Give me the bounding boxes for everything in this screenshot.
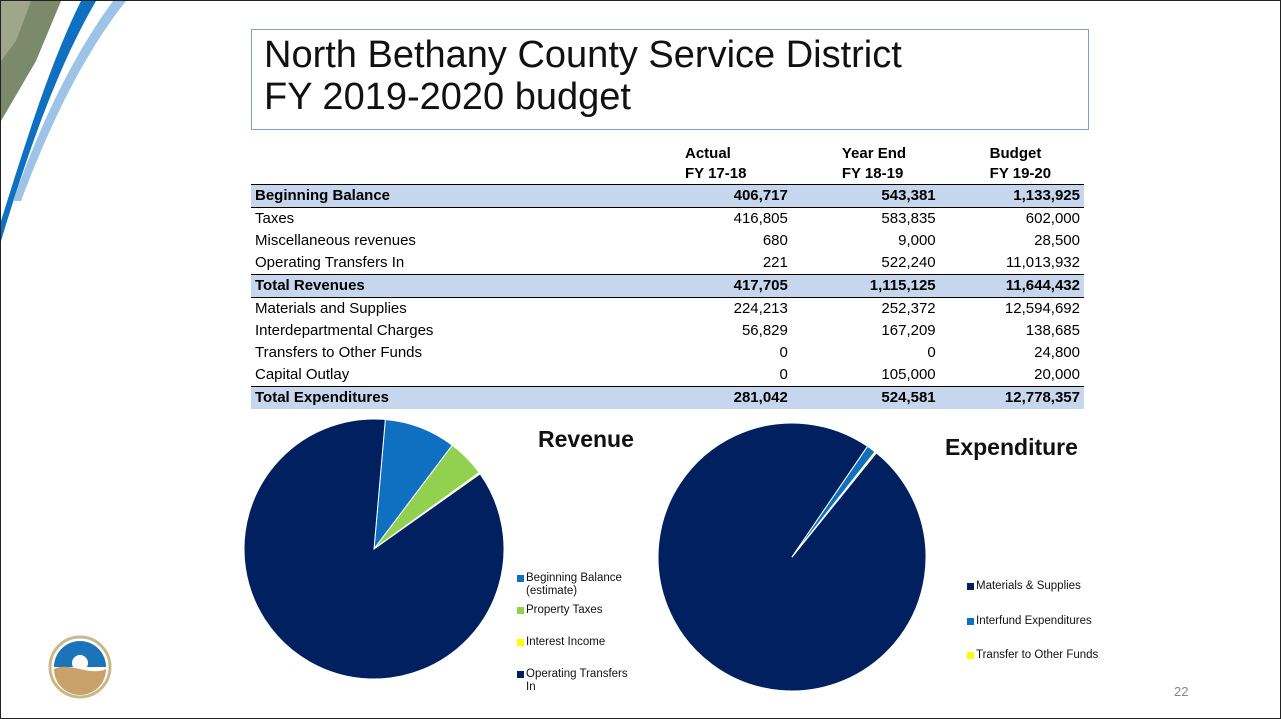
legend: Beginning Balance (estimate) Property Tax… (517, 572, 637, 694)
table-row: Total Expenditures 281,042 524,581 12,778,3… (251, 386, 1084, 409)
cell-value: 11,644,432 (939, 274, 1084, 298)
corner-decoration (1, 1, 126, 241)
cell-value: 0 (779, 344, 788, 361)
cell-value: 1,133,925 (939, 184, 1084, 208)
pie-title: Revenue (538, 426, 634, 452)
row-label: Beginning Balance (251, 184, 585, 208)
cell-value: 20,000 (1034, 366, 1080, 383)
budget-table: Actual Year End Budget FY 17-18 FY 18-19 FY 1… (251, 144, 1084, 409)
legend-label: Beginning Balance (estimate) (526, 572, 622, 597)
row-label: Total Revenues (251, 274, 585, 298)
page-number: 22 (1174, 684, 1189, 699)
slide-title: North Bethany County Service District FY… (251, 29, 1089, 130)
cell-value: 406,717 (585, 184, 792, 208)
column-header: FY 19-20 (989, 165, 1052, 182)
table-row: Materials and Supplies 224,213 252,372 12,5… (251, 297, 1084, 320)
table-row: Operating Transfers In 221 522,240 11,013,9… (251, 252, 1084, 275)
row-label: Interdepartmental Charges (255, 322, 434, 339)
cell-value: 12,778,357 (939, 386, 1084, 409)
row-label: Operating Transfers In (255, 254, 405, 271)
cell-value: 417,705 (585, 274, 792, 298)
legend-label: Transfer to Other Funds (976, 649, 1099, 661)
legend-swatch (517, 607, 524, 614)
legend-label: Interfund Expenditures (976, 615, 1092, 627)
column-header: Year End (841, 145, 907, 162)
legend-item: Interfund Expenditures (967, 615, 1117, 628)
cell-value: 11,013,932 (1006, 254, 1080, 271)
header-row: FY 17-18 FY 18-19 FY 19-20 (251, 164, 1084, 185)
cell-value: 105,000 (881, 366, 936, 383)
legend-item: Materials & Supplies (967, 580, 1117, 593)
legend-swatch (967, 652, 974, 659)
cell-value: 1,115,125 (791, 274, 940, 298)
county-logo (48, 635, 112, 699)
column-header: FY 18-19 (841, 165, 904, 182)
cell-value: 524,581 (791, 386, 940, 409)
legend-item: Beginning Balance (estimate) (517, 572, 637, 598)
pie-slice (791, 451, 878, 558)
row-label: Materials and Supplies (251, 297, 585, 320)
title-line: North Bethany County Service District (264, 34, 902, 76)
legend-swatch (517, 671, 524, 678)
column-header: Budget (989, 145, 1042, 162)
cell-value: 167,209 (881, 322, 936, 339)
row-label: Total Expenditures (251, 386, 585, 409)
cell-value: 9,000 (898, 232, 936, 249)
cell-value: 252,372 (791, 297, 940, 320)
legend: Materials & Supplies Interfund Expenditur… (967, 580, 1117, 662)
legend-item: Interest Income (517, 636, 637, 649)
table-row: Transfers to Other Funds 0 0 24,800 (251, 342, 1084, 364)
table-row: Miscellaneous revenues 680 9,000 28,500 (251, 230, 1084, 252)
cell-value: 522,240 (881, 254, 936, 271)
cell-value: 56,829 (741, 322, 788, 339)
cell-value: 221 (762, 254, 788, 271)
cell-value: 224,213 (585, 297, 792, 320)
title-line: FY 2019-2020 budget (264, 76, 631, 118)
table-row: Taxes 416,805 583,835 602,000 (251, 207, 1084, 230)
legend-swatch (967, 618, 974, 625)
pie-slice (243, 418, 505, 680)
row-label: Capital Outlay (255, 366, 350, 383)
header-row: Actual Year End Budget (251, 144, 1084, 164)
cell-value: 281,042 (585, 386, 792, 409)
row-label: Taxes (251, 207, 585, 230)
legend-item: Operating Transfers In (517, 668, 637, 694)
row-label: Transfers to Other Funds (255, 344, 423, 361)
legend-swatch (967, 583, 974, 590)
legend-item: Property Taxes (517, 604, 637, 617)
cell-value: 680 (762, 232, 788, 249)
legend-label: Operating Transfers In (526, 668, 628, 693)
legend-label: Property Taxes (526, 604, 603, 616)
legend-swatch (517, 639, 524, 646)
cell-value: 24,800 (1034, 344, 1080, 361)
cell-value: 28,500 (1034, 232, 1080, 249)
cell-value: 138,685 (1025, 322, 1080, 339)
table-row: Interdepartmental Charges 56,829 167,209 13… (251, 320, 1084, 342)
column-header: FY 17-18 (685, 165, 747, 182)
cell-value: 0 (927, 344, 936, 361)
pie-title: Expenditure (945, 434, 1078, 460)
table-row: Beginning Balance 406,717 543,381 1,133,925 (251, 184, 1084, 208)
legend-swatch (517, 575, 524, 582)
cell-value: 583,835 (791, 207, 940, 230)
column-header: Actual (685, 145, 731, 162)
cell-value: 602,000 (939, 207, 1084, 230)
cell-value: 416,805 (585, 207, 792, 230)
legend-label: Interest Income (526, 636, 606, 648)
legend-item: Transfer to Other Funds (967, 649, 1117, 662)
table-row: Total Revenues 417,705 1,115,125 11,644,432 (251, 274, 1084, 298)
cell-value: 12,594,692 (939, 297, 1084, 320)
table-row: Capital Outlay 0 105,000 20,000 (251, 364, 1084, 387)
cell-value: 543,381 (791, 184, 940, 208)
cell-value: 0 (779, 366, 788, 383)
row-label: Miscellaneous revenues (255, 232, 416, 249)
legend-label: Materials & Supplies (976, 580, 1081, 592)
